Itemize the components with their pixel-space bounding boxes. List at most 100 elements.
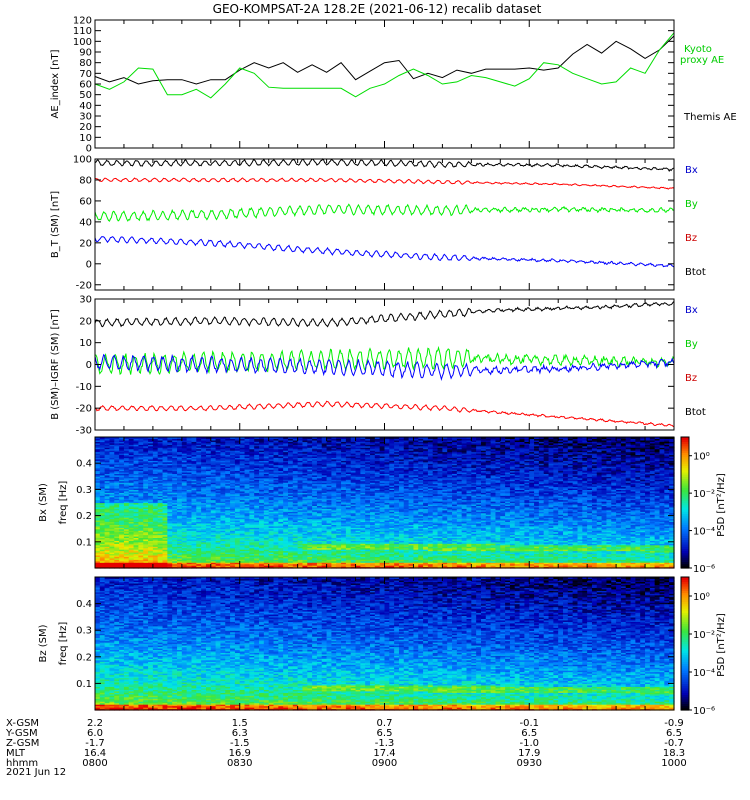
spectrogram-cell (128, 559, 135, 562)
spectrogram-cell (114, 499, 120, 502)
spectrogram-cell (95, 480, 101, 483)
spectrogram-cell (128, 543, 135, 546)
spectrogram-cell (114, 551, 120, 555)
spectrogram-cell (157, 518, 164, 521)
spectrogram-cell (99, 553, 106, 556)
spectrogram-cell (104, 498, 111, 501)
spectrogram-cell (114, 535, 120, 539)
spectrogram-cell (138, 506, 144, 509)
spectrogram-cell (109, 454, 115, 457)
spectrogram-cell (104, 541, 111, 544)
spectrogram-cell (152, 492, 159, 495)
spectrogram-cell (133, 467, 140, 470)
spectrogram-cell (148, 505, 154, 508)
spectrogram-cell (95, 502, 101, 505)
spectrogram-cell (114, 517, 120, 520)
spectrogram-cell (109, 466, 115, 469)
spectrogram-cell (95, 442, 101, 445)
spectrogram-cell (138, 499, 144, 502)
spectrogram-cell (138, 485, 144, 488)
spectrogram-cell (128, 554, 135, 557)
spectrogram-cell (148, 485, 154, 488)
spectrogram-cell (109, 563, 115, 566)
spectrogram-cell (104, 450, 111, 453)
series-line-by (94, 203, 675, 222)
spectrogram-cell (143, 565, 149, 568)
spectrogram-cell (138, 454, 144, 457)
spectrogram-cell (123, 509, 130, 512)
y-tick-label: 60 (79, 80, 92, 91)
spectrogram-cell (128, 503, 135, 507)
spectrogram-cell (133, 473, 140, 476)
spectrogram-cell (133, 485, 140, 488)
spectrogram-cell (152, 461, 159, 464)
spectrogram-cell (99, 482, 106, 485)
legend-entry: Bz (685, 373, 697, 384)
spectrogram-cell (128, 515, 135, 518)
spectrogram-cell (114, 524, 120, 527)
spectrogram-cell (99, 519, 106, 523)
spectrogram-cell (152, 502, 159, 505)
spectrogram-cell (128, 544, 135, 547)
spectrogram-cell (104, 519, 111, 523)
spectrogram-cell (152, 490, 159, 493)
spectrogram-cell (95, 460, 101, 463)
spectrogram-cell (138, 473, 144, 476)
spectrogram-cell (143, 482, 149, 485)
spectrogram-cell (123, 556, 130, 559)
spectrogram-cell (138, 509, 144, 512)
spectrogram-cell (143, 531, 149, 534)
spectrogram-cell (143, 543, 149, 546)
spectrogram-cell (99, 525, 106, 528)
spectrogram-cell (119, 509, 125, 512)
spectrogram-cell (119, 512, 125, 515)
spectrogram-cell (157, 480, 164, 483)
spectrogram-cell (152, 549, 159, 552)
spectrogram-cell (157, 508, 164, 511)
spectrogram-cell (128, 538, 135, 541)
spectrogram-cell (128, 448, 135, 451)
spectrogram-cell (148, 495, 154, 498)
spectrogram-cell (143, 485, 149, 488)
spectrogram-cell (152, 524, 159, 527)
spectrogram-cell (152, 469, 159, 472)
spectrogram-cell (152, 457, 159, 460)
spectrogram-cell (119, 503, 125, 507)
spectrogram-cell (123, 451, 130, 454)
spectrogram-cell (133, 563, 140, 566)
spectrogram-cell (148, 476, 154, 479)
spectrogram-cell (148, 563, 154, 566)
legend-entry: Bx (685, 305, 698, 316)
spectrogram-cell (143, 473, 149, 476)
spectrogram-cell (152, 450, 159, 453)
spectrogram-cell (133, 480, 140, 483)
spectrogram-cell (143, 455, 149, 458)
legend-entry: Btot (685, 407, 706, 418)
spectrogram-cell (133, 556, 140, 559)
spectrogram-cell (148, 486, 154, 489)
spectrogram-cell (123, 496, 130, 499)
spectrogram-cell (133, 557, 140, 560)
y-tick-label: 60 (79, 196, 92, 207)
spectrogram-cell (157, 514, 164, 517)
spectrogram-cell (104, 490, 111, 493)
spectrogram-cell (157, 492, 164, 495)
axis-label-dbB: B (SM)–IGRF (SM) [nT] (50, 309, 61, 420)
spectrogram-cell (104, 492, 111, 495)
spectrogram-cell (119, 476, 125, 479)
spectrogram-cell (119, 483, 125, 486)
spectrogram-cell (99, 554, 106, 557)
spectrogram-cell (138, 541, 144, 544)
spectrogram-cell (109, 540, 115, 543)
spectrogram-cell (114, 560, 120, 563)
spectrogram-cell (133, 505, 140, 508)
spectrogram-cell (143, 560, 149, 563)
spectrogram-cell (123, 486, 130, 489)
spectrogram-cell (152, 505, 159, 508)
spectrogram-cell (119, 505, 125, 508)
spectrogram-cell (148, 492, 154, 495)
spectrogram-cell (114, 480, 120, 483)
spectrogram-cell (114, 438, 120, 441)
spectrogram-cell (138, 470, 144, 473)
spectrogram-cell (148, 460, 154, 463)
